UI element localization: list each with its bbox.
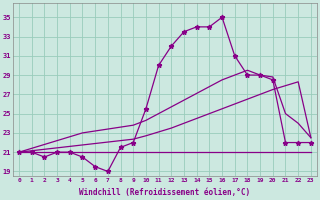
X-axis label: Windchill (Refroidissement éolien,°C): Windchill (Refroidissement éolien,°C): [79, 188, 251, 197]
